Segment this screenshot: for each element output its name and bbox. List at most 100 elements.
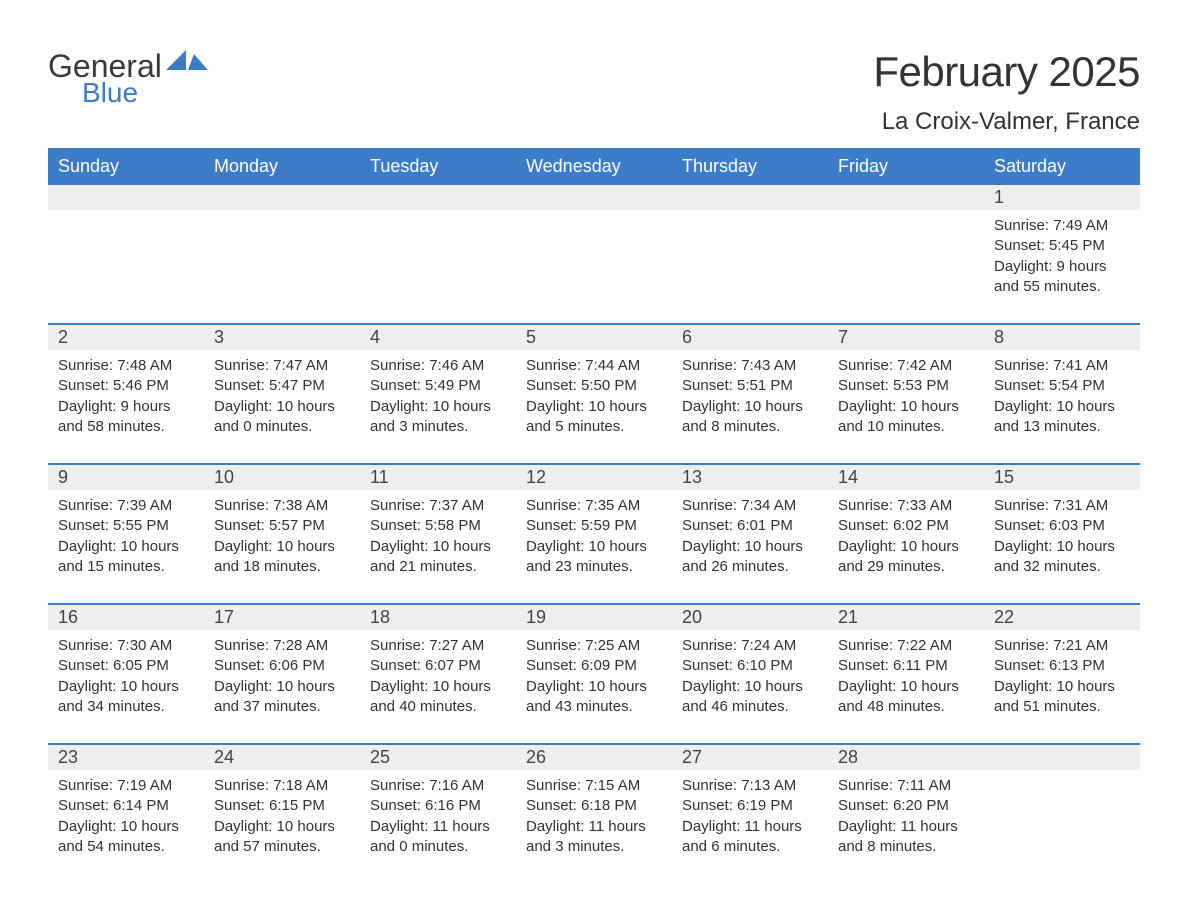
sunrise-text: Sunrise: 7:39 AM [58,496,194,516]
day-number: 13 [672,465,828,490]
day-cell [516,210,672,305]
day-number: 26 [516,745,672,770]
day-cell [204,210,360,305]
sunrise-text: Sunrise: 7:30 AM [58,636,194,656]
daylight-text: Daylight: 10 hours and 8 minutes. [682,397,818,438]
sunrise-text: Sunrise: 7:48 AM [58,356,194,376]
sunrise-text: Sunrise: 7:13 AM [682,776,818,796]
sunset-text: Sunset: 5:49 PM [370,376,506,396]
day-cell: Sunrise: 7:33 AMSunset: 6:02 PMDaylight:… [828,490,984,585]
day-cell: Sunrise: 7:42 AMSunset: 5:53 PMDaylight:… [828,350,984,445]
day-number: 12 [516,465,672,490]
daylight-text: Daylight: 10 hours and 13 minutes. [994,397,1130,438]
day-number: 15 [984,465,1140,490]
sunrise-text: Sunrise: 7:44 AM [526,356,662,376]
brand-logo: General Blue [48,48,208,109]
sunset-text: Sunset: 6:11 PM [838,656,974,676]
daylight-text: Daylight: 10 hours and 40 minutes. [370,677,506,718]
daylight-text: Daylight: 9 hours and 58 minutes. [58,397,194,438]
sunset-text: Sunset: 6:09 PM [526,656,662,676]
sunset-text: Sunset: 6:16 PM [370,796,506,816]
daylight-text: Daylight: 10 hours and 51 minutes. [994,677,1130,718]
day-number [360,185,516,210]
day-number: 17 [204,605,360,630]
daylight-text: Daylight: 10 hours and 34 minutes. [58,677,194,718]
day-cell [360,210,516,305]
day-number: 11 [360,465,516,490]
daylight-text: Daylight: 11 hours and 3 minutes. [526,817,662,858]
day-number [984,745,1140,770]
daylight-text: Daylight: 10 hours and 15 minutes. [58,537,194,578]
day-number: 23 [48,745,204,770]
day-number: 18 [360,605,516,630]
day-number: 16 [48,605,204,630]
day-number [516,185,672,210]
daylight-text: Daylight: 10 hours and 26 minutes. [682,537,818,578]
day-number: 24 [204,745,360,770]
flag-icon [166,48,208,76]
sunrise-text: Sunrise: 7:34 AM [682,496,818,516]
day-cell: Sunrise: 7:31 AMSunset: 6:03 PMDaylight:… [984,490,1140,585]
weekday-label: Friday [828,148,984,185]
day-cell [48,210,204,305]
sunset-text: Sunset: 5:51 PM [682,376,818,396]
title-block: February 2025 La Croix-Valmer, France [873,48,1140,136]
daylight-text: Daylight: 9 hours and 55 minutes. [994,257,1130,298]
location: La Croix-Valmer, France [873,108,1140,136]
sunset-text: Sunset: 5:58 PM [370,516,506,536]
sunset-text: Sunset: 6:01 PM [682,516,818,536]
sunrise-text: Sunrise: 7:28 AM [214,636,350,656]
weekday-label: Thursday [672,148,828,185]
sunset-text: Sunset: 6:02 PM [838,516,974,536]
day-cell: Sunrise: 7:39 AMSunset: 5:55 PMDaylight:… [48,490,204,585]
sunrise-text: Sunrise: 7:37 AM [370,496,506,516]
daynum-strip: 9101112131415 [48,465,1140,490]
sunrise-text: Sunrise: 7:43 AM [682,356,818,376]
daylight-text: Daylight: 10 hours and 43 minutes. [526,677,662,718]
day-cell: Sunrise: 7:11 AMSunset: 6:20 PMDaylight:… [828,770,984,865]
day-number: 9 [48,465,204,490]
sunrise-text: Sunrise: 7:27 AM [370,636,506,656]
day-number: 19 [516,605,672,630]
sunset-text: Sunset: 6:03 PM [994,516,1130,536]
daynum-strip: 16171819202122 [48,605,1140,630]
day-cell [672,210,828,305]
weeks-container: 1Sunrise: 7:49 AMSunset: 5:45 PMDaylight… [48,185,1140,865]
week-row: 1Sunrise: 7:49 AMSunset: 5:45 PMDaylight… [48,185,1140,305]
weekday-label: Sunday [48,148,204,185]
daylight-text: Daylight: 10 hours and 57 minutes. [214,817,350,858]
day-cell: Sunrise: 7:41 AMSunset: 5:54 PMDaylight:… [984,350,1140,445]
sunset-text: Sunset: 6:15 PM [214,796,350,816]
day-cell: Sunrise: 7:43 AMSunset: 5:51 PMDaylight:… [672,350,828,445]
day-cell: Sunrise: 7:28 AMSunset: 6:06 PMDaylight:… [204,630,360,725]
day-number [672,185,828,210]
sunset-text: Sunset: 5:55 PM [58,516,194,536]
week-row: 9101112131415Sunrise: 7:39 AMSunset: 5:5… [48,463,1140,585]
day-cell: Sunrise: 7:38 AMSunset: 5:57 PMDaylight:… [204,490,360,585]
sunrise-text: Sunrise: 7:35 AM [526,496,662,516]
day-cell: Sunrise: 7:27 AMSunset: 6:07 PMDaylight:… [360,630,516,725]
day-cell: Sunrise: 7:18 AMSunset: 6:15 PMDaylight:… [204,770,360,865]
sunrise-text: Sunrise: 7:21 AM [994,636,1130,656]
day-number [48,185,204,210]
sunrise-text: Sunrise: 7:41 AM [994,356,1130,376]
daylight-text: Daylight: 10 hours and 48 minutes. [838,677,974,718]
day-cell: Sunrise: 7:37 AMSunset: 5:58 PMDaylight:… [360,490,516,585]
day-cell: Sunrise: 7:47 AMSunset: 5:47 PMDaylight:… [204,350,360,445]
weekday-label: Monday [204,148,360,185]
sunset-text: Sunset: 6:13 PM [994,656,1130,676]
day-cell: Sunrise: 7:19 AMSunset: 6:14 PMDaylight:… [48,770,204,865]
sunrise-text: Sunrise: 7:11 AM [838,776,974,796]
sunset-text: Sunset: 5:57 PM [214,516,350,536]
month-title: February 2025 [873,48,1140,96]
sunset-text: Sunset: 6:06 PM [214,656,350,676]
daylight-text: Daylight: 11 hours and 0 minutes. [370,817,506,858]
day-cell [828,210,984,305]
daylight-text: Daylight: 10 hours and 32 minutes. [994,537,1130,578]
daylight-text: Daylight: 11 hours and 8 minutes. [838,817,974,858]
sunrise-text: Sunrise: 7:15 AM [526,776,662,796]
day-number: 5 [516,325,672,350]
sunrise-text: Sunrise: 7:25 AM [526,636,662,656]
sunset-text: Sunset: 5:46 PM [58,376,194,396]
day-cell: Sunrise: 7:34 AMSunset: 6:01 PMDaylight:… [672,490,828,585]
